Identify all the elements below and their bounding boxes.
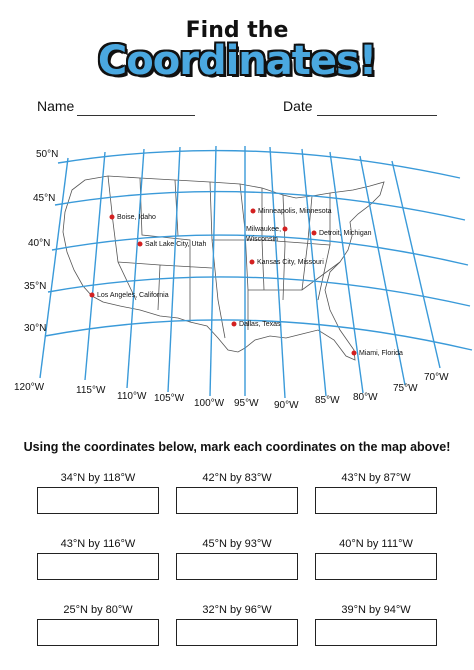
coord-label-6: 40°N by 111°W: [339, 538, 413, 550]
city-dot-boise: [109, 214, 115, 220]
us-map: 50°N 45°N 40°N 35°N 30°N 120°W 115°W 110…: [14, 145, 473, 411]
city-dot-miami: [351, 350, 357, 356]
coord-label-1: 34°N by 118°W: [60, 472, 136, 484]
city-label-detroit: Detroit, Michigan: [319, 230, 372, 237]
latitude-labels: 50°N 45°N 40°N 35°N 30°N: [24, 149, 58, 334]
lon-90: [269, 146, 286, 399]
lat-label-45: 45°N: [33, 193, 55, 204]
lat-label-35: 35°N: [24, 281, 46, 292]
instructions: Using the coordinates below, mark each c…: [23, 440, 451, 454]
city-dot-salt-lake: [137, 241, 143, 247]
lon-115: [84, 151, 106, 381]
lon-label-120: 120°W: [14, 382, 45, 393]
city-label-salt-lake: Salt Lake City, Utah: [145, 241, 206, 248]
name-label: Name: [37, 98, 75, 114]
lat-label-50: 50°N: [36, 149, 58, 160]
lat-35: [47, 276, 471, 307]
answer-box-4[interactable]: [37, 553, 159, 580]
city-label-kansas-city: Kansas City, Missouri: [257, 259, 324, 266]
lon-85: [301, 148, 327, 397]
lon-label-105: 105°W: [154, 393, 185, 404]
coord-label-3: 43°N by 87°W: [341, 472, 411, 484]
title-line-2: Coordinates!: [97, 38, 377, 84]
lon-70: [391, 160, 441, 369]
us-outline: [62, 175, 385, 361]
state-lines: [107, 175, 341, 339]
lon-100: [209, 145, 217, 397]
answer-box-9[interactable]: [315, 619, 437, 646]
answer-box-5[interactable]: [176, 553, 298, 580]
coord-label-4: 43°N by 116°W: [60, 538, 136, 550]
city-dot-milwaukee: [282, 226, 288, 232]
answer-box-7[interactable]: [37, 619, 159, 646]
city-label-milwaukee-1: Milwaukee,: [246, 226, 281, 233]
coord-label-5: 45°N by 93°W: [202, 538, 272, 550]
lat-45: [54, 190, 466, 221]
answer-box-6[interactable]: [315, 553, 437, 580]
city-label-miami: Miami, Florida: [359, 350, 403, 357]
latitude-grid: [44, 149, 473, 351]
coord-label-8: 32°N by 96°W: [202, 604, 272, 616]
lon-label-70: 70°W: [424, 372, 449, 383]
lat-label-30: 30°N: [24, 323, 46, 334]
city-dot-minneapolis: [250, 208, 256, 214]
lon-label-100: 100°W: [194, 398, 225, 409]
lon-80: [329, 151, 364, 394]
lat-label-40: 40°N: [28, 238, 50, 249]
city-label-minneapolis: Minneapolis, Minnesota: [258, 208, 332, 215]
lon-label-110: 110°W: [117, 391, 147, 402]
lon-label-115: 115°W: [76, 385, 106, 396]
city-markers: Boise, Idaho Minneapolis, Minnesota Milw…: [89, 208, 403, 357]
lon-120: [39, 157, 69, 379]
coord-label-9: 39°N by 94°W: [341, 604, 411, 616]
answer-box-1[interactable]: [37, 487, 159, 514]
lon-105: [167, 146, 181, 393]
lat-50: [57, 149, 461, 179]
city-dot-dallas: [231, 321, 237, 327]
lon-75: [359, 155, 406, 386]
date-label: Date: [283, 98, 313, 114]
lon-label-75: 75°W: [393, 383, 418, 394]
lat-40: [51, 234, 469, 266]
city-label-boise: Boise, Idaho: [117, 214, 156, 221]
coord-label-2: 42°N by 83°W: [202, 472, 272, 484]
date-field[interactable]: [317, 115, 437, 116]
longitude-labels: 120°W 115°W 110°W 105°W 100°W 95°W 90°W …: [14, 372, 449, 411]
answer-box-3[interactable]: [315, 487, 437, 514]
answer-box-8[interactable]: [176, 619, 298, 646]
city-label-dallas: Dallas, Texas: [239, 321, 281, 328]
lon-label-85: 85°W: [315, 395, 340, 406]
city-label-los-angeles: Los Angeles, California: [97, 292, 169, 299]
longitude-grid: [39, 145, 441, 399]
lat-30: [44, 319, 473, 351]
city-dot-detroit: [311, 230, 317, 236]
city-dot-los-angeles: [89, 292, 95, 298]
lon-label-90: 90°W: [274, 400, 299, 411]
title-line-1: Find the: [185, 18, 289, 43]
city-label-milwaukee-2: Wisconsin: [246, 236, 278, 243]
city-dot-kansas-city: [249, 259, 255, 265]
lon-label-80: 80°W: [353, 392, 378, 403]
answer-box-2[interactable]: [176, 487, 298, 514]
name-field[interactable]: [77, 115, 195, 116]
coord-label-7: 25°N by 80°W: [63, 604, 133, 616]
lon-110: [126, 148, 145, 389]
lon-label-95: 95°W: [234, 398, 259, 409]
